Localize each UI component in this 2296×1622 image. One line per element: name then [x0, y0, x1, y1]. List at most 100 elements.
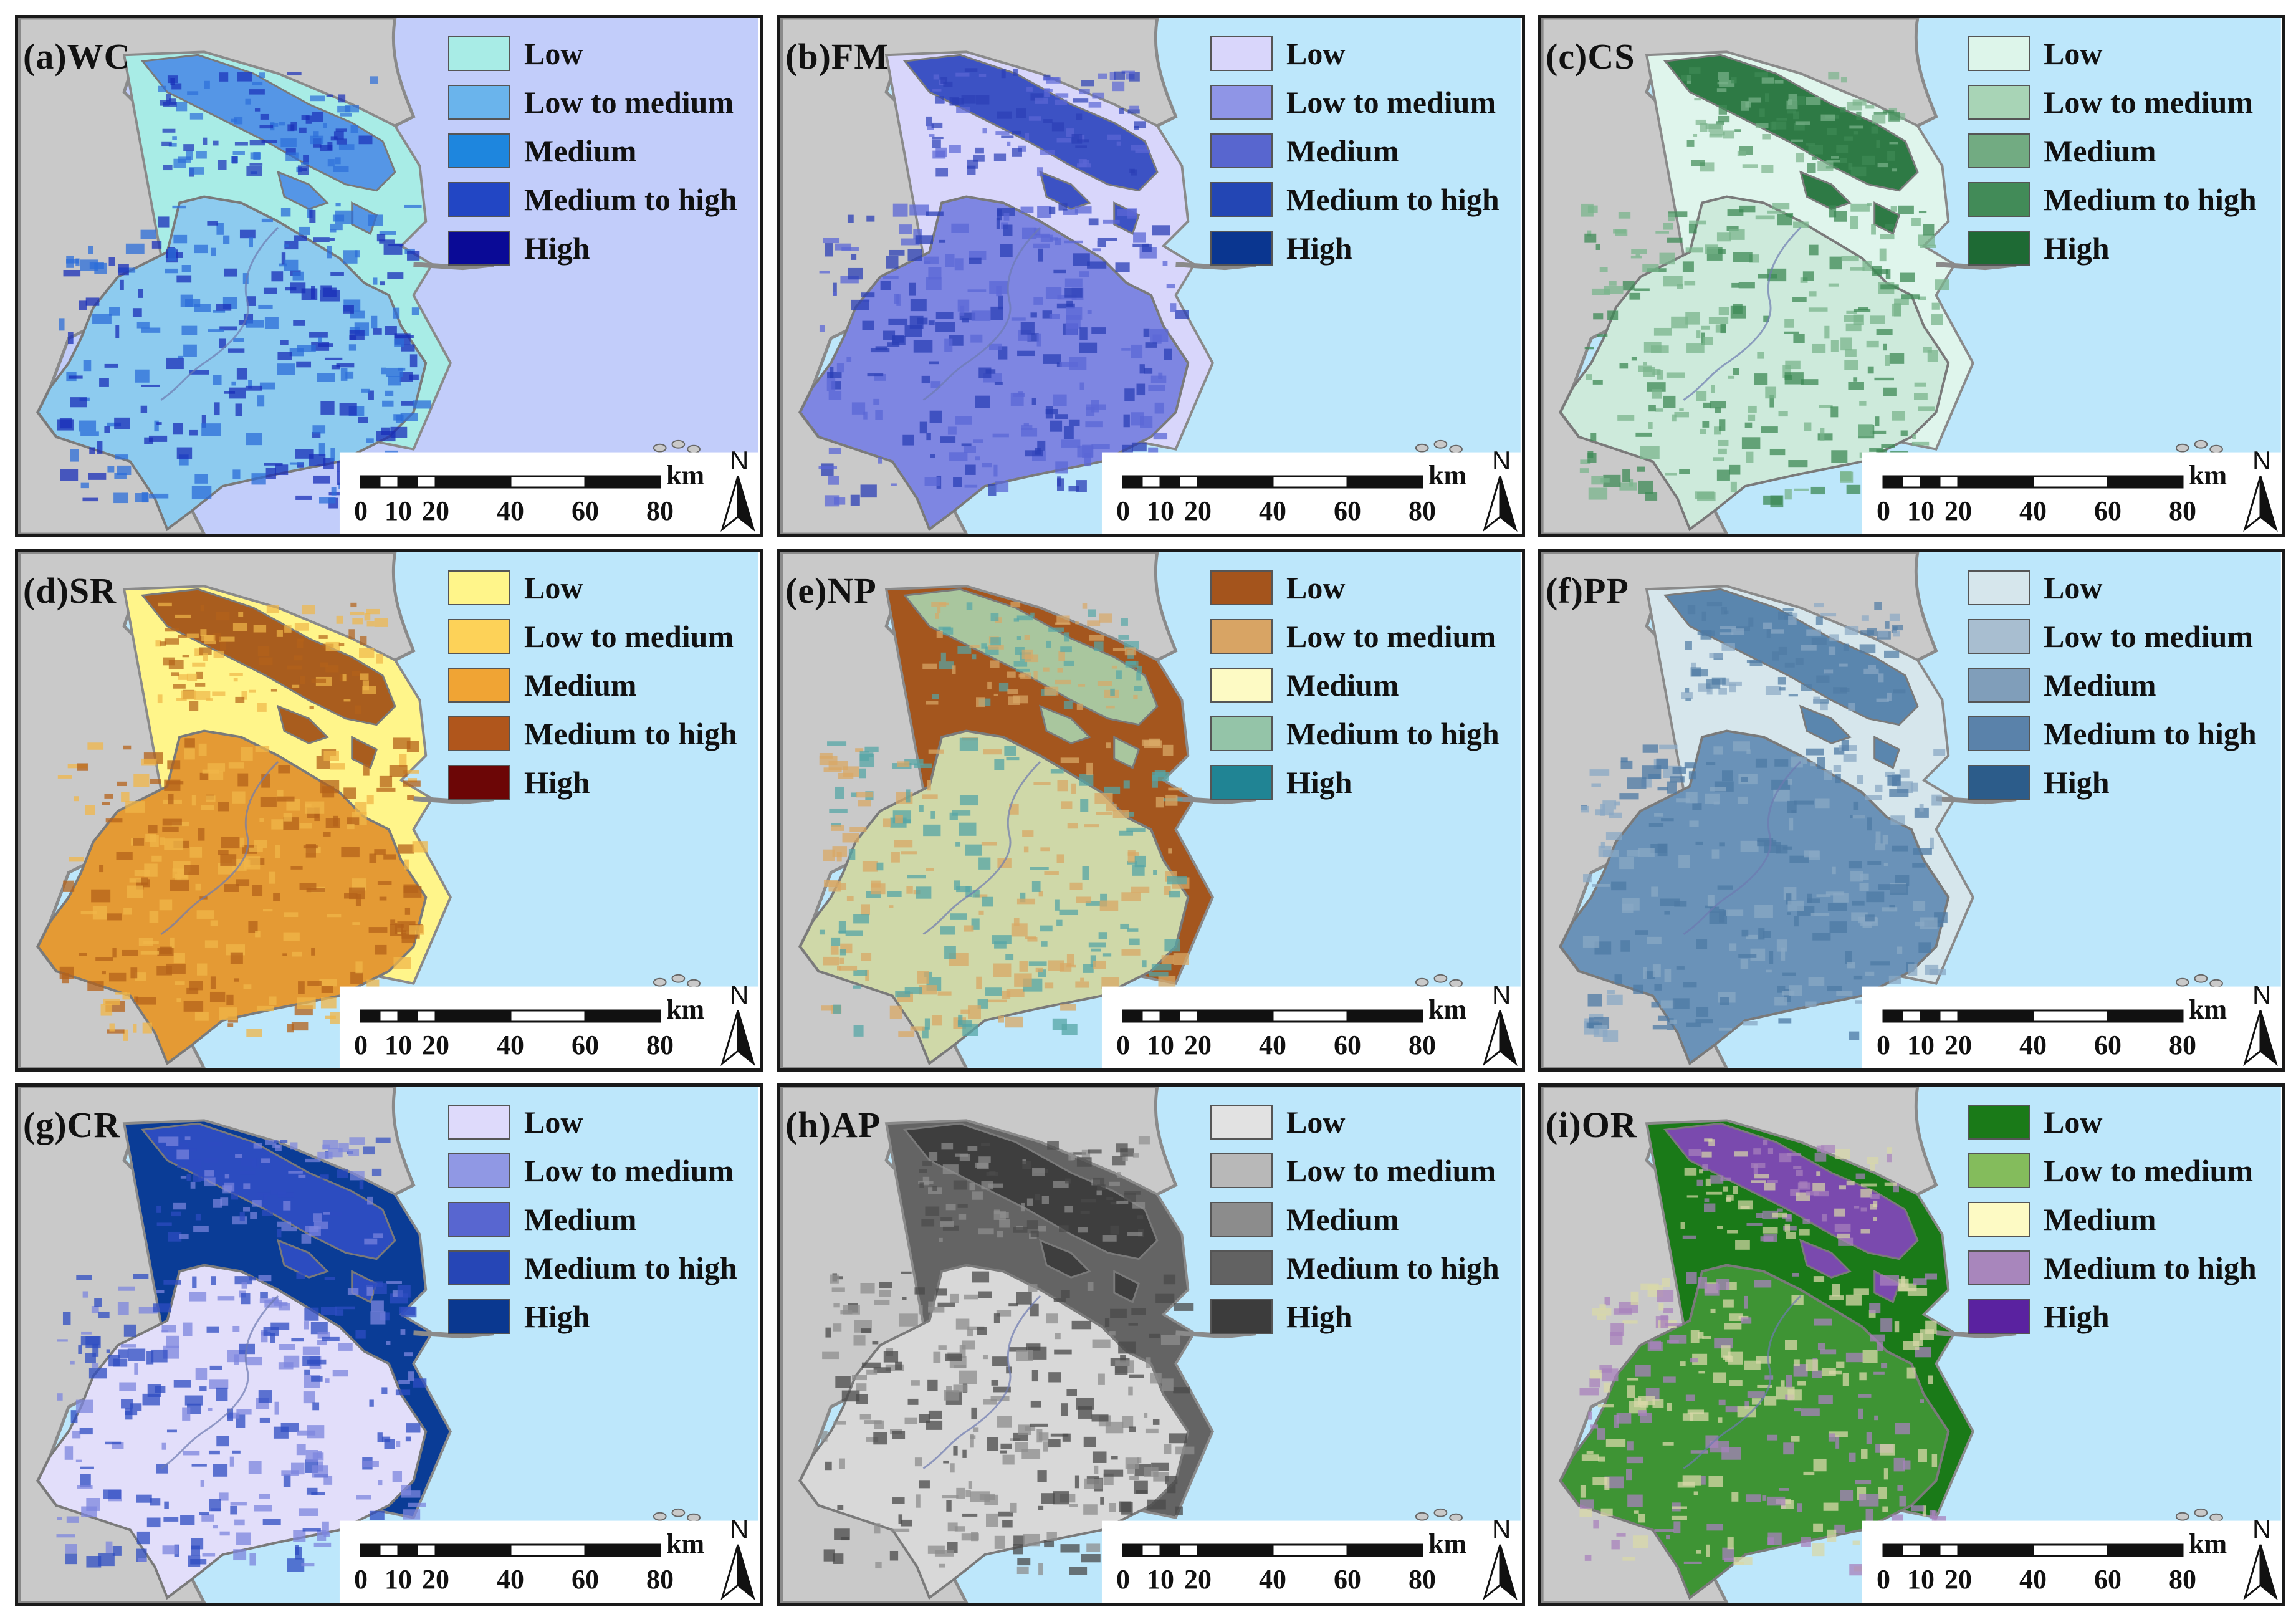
legend-swatch: [448, 570, 510, 605]
map-canvas: [18, 18, 758, 534]
scale-tick-label: 20: [422, 1564, 449, 1595]
legend-swatch: [448, 1250, 510, 1285]
legend-label: High: [524, 231, 590, 266]
map-canvas: [1541, 552, 2281, 1068]
legend-label: Low to medium: [1286, 85, 1496, 120]
legend: Low Low to medium Medium Medium to high High: [1210, 1098, 1500, 1341]
raster-texture: [1579, 67, 1949, 511]
scale-tick-label: 60: [572, 1564, 599, 1595]
legend-label: High: [2044, 231, 2110, 266]
legend-label: Low: [524, 1105, 583, 1140]
scale-segment: [2032, 1009, 2109, 1023]
scale-segment: [509, 1543, 586, 1557]
scale-segment: [2107, 475, 2184, 489]
scale-unit-label: km: [1428, 460, 1467, 491]
changxing-island: [277, 170, 329, 210]
scale-segment: [397, 1543, 418, 1557]
north-label: N: [1492, 1514, 1511, 1543]
legend-item: Medium: [1210, 661, 1500, 709]
scale-segment: [1271, 1009, 1349, 1023]
scale-tick-label: 40: [1259, 496, 1286, 526]
legend-swatch: [1968, 1202, 2030, 1237]
legend-swatch: [448, 1105, 510, 1140]
map-canvas: [780, 18, 1521, 534]
raster-texture: [57, 602, 428, 1041]
legend-swatch: [448, 668, 510, 703]
raster-texture: [821, 1136, 1195, 1576]
legend-swatch: [448, 182, 510, 217]
legend-label: Low: [2044, 1105, 2103, 1140]
north-arrow-icon: N: [2239, 980, 2282, 1068]
scale-segment: [1178, 1009, 1199, 1023]
scale-segment: [1197, 475, 1274, 489]
legend-item: Low to medium: [448, 1146, 737, 1195]
scale-segment: [416, 1543, 437, 1557]
scale-segment: [1957, 1543, 2034, 1557]
scale-tick-label: 40: [1259, 1030, 1286, 1060]
hengsha-island: [351, 736, 378, 769]
legend-label: Low to medium: [1286, 619, 1496, 654]
legend-item: Medium: [1210, 127, 1500, 175]
scale-tick-label: 10: [1147, 496, 1174, 526]
legend-label: High: [2044, 765, 2110, 800]
legend-swatch: [1210, 85, 1273, 120]
scale-segment: [378, 1543, 399, 1557]
scale-tick-label: 80: [1409, 496, 1436, 526]
legend-item: Medium to high: [448, 1244, 737, 1292]
legend: Low Low to medium Medium Medium to high High: [1210, 29, 1500, 272]
scale-segment: [1197, 1543, 1274, 1557]
legend-item: High: [1968, 1292, 2257, 1341]
legend-swatch: [448, 1153, 510, 1188]
scale-segment: [2107, 1543, 2184, 1557]
legend-swatch: [1210, 716, 1273, 751]
legend-label: High: [1286, 765, 1352, 800]
scale-segment: [1159, 475, 1180, 489]
scale-tick-label: 0: [354, 1564, 368, 1595]
legend-item: Medium to high: [1210, 1244, 1500, 1292]
legend-swatch: [448, 765, 510, 800]
scale-tick-label: 60: [1334, 496, 1361, 526]
north-label: N: [730, 446, 749, 475]
scale-tick-label: 80: [646, 1564, 674, 1595]
legend-item: Low to medium: [1210, 612, 1500, 661]
map-canvas: [1541, 18, 2281, 534]
map-canvas: [18, 552, 758, 1068]
scale-segment: [1159, 1543, 1180, 1557]
scale-tick-label: 10: [1147, 1030, 1174, 1060]
legend-item: Medium to high: [1968, 709, 2257, 758]
scale-tick-label: 0: [1116, 496, 1130, 526]
legend-swatch: [1968, 716, 2030, 751]
legend-label: Low: [1286, 570, 1346, 605]
chongming-island: [140, 588, 396, 726]
scalebar-background: [1862, 1520, 2281, 1603]
legend-item: Low to medium: [1968, 78, 2257, 127]
map-panel-f: (f)PP Low Low to medium Medium Medium to hig…: [1538, 549, 2285, 1072]
scale-tick-label: 0: [1116, 1030, 1130, 1060]
north-arrow-icon: N: [716, 980, 760, 1068]
scale-segment: [397, 1009, 418, 1023]
legend-label: Medium: [2044, 668, 2156, 703]
legend-swatch: [1210, 36, 1273, 71]
scale-segment: [1346, 475, 1423, 489]
scale-segment: [360, 1543, 381, 1557]
legend-label: Medium to high: [1286, 1250, 1500, 1285]
legend-label: Medium: [1286, 1202, 1399, 1237]
scale-segment: [1122, 475, 1143, 489]
raster-texture: [56, 1136, 427, 1572]
changxing-island: [1799, 704, 1852, 744]
legend-item: Medium: [1968, 127, 2257, 175]
legend-label: Low: [2044, 570, 2103, 605]
scale-segment: [584, 1543, 661, 1557]
map-panel-i: (i)OR Low Low to medium Medium Medium to hig…: [1538, 1083, 2285, 1606]
scale-segment: [1938, 475, 1959, 489]
legend-swatch: [448, 36, 510, 71]
scale-segment: [1901, 475, 1922, 489]
scale-segment: [397, 475, 418, 489]
scalebar-background: [339, 1520, 758, 1603]
map-panel-h: (h)AP Low Low to medium Medium Medium to hig…: [777, 1083, 1525, 1606]
scale-tick-label: 60: [1334, 1030, 1361, 1060]
raster-texture: [1581, 602, 1948, 1042]
offshore-islets: [1415, 1508, 1463, 1522]
panel-title: (a)WC: [23, 36, 131, 77]
scale-tick-label: 10: [1907, 1564, 1935, 1595]
